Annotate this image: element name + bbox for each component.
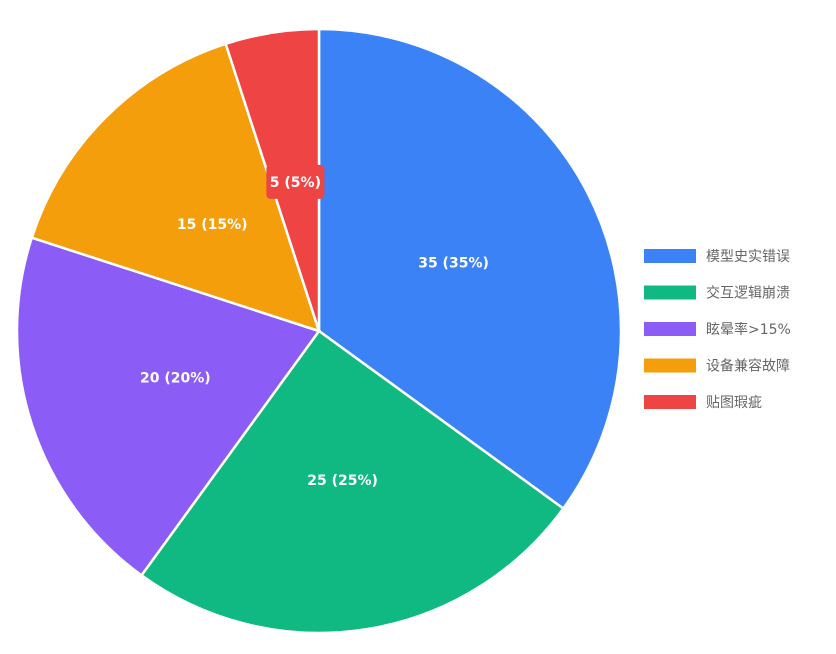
legend-swatch-1[interactable] [644, 249, 696, 263]
data-label-4: 15 (15%) [177, 217, 248, 233]
legend-swatch-2[interactable] [644, 285, 696, 300]
legend-swatch-4[interactable] [644, 358, 696, 373]
legend-swatch-5[interactable] [644, 395, 696, 409]
pie-slice-4[interactable] [30, 42, 321, 333]
data-label-2: 25 (25%) [307, 473, 378, 489]
data-label-3: 20 (20%) [140, 371, 211, 387]
pie-slice-1[interactable] [317, 27, 623, 511]
legend-label-1[interactable]: 模型史实错误 [706, 249, 790, 265]
pie-slices [15, 27, 623, 635]
legend-label-2[interactable]: 交互逻辑崩溃 [706, 285, 790, 302]
legend-label-3[interactable]: 眩晕率>15% [706, 321, 791, 338]
legend-label-5[interactable]: 贴图瑕疵 [706, 395, 762, 411]
data-label-1: 35 (35%) [418, 255, 489, 271]
legend-swatch-3[interactable] [644, 322, 696, 336]
data-label-5: 5 (5%) [270, 175, 321, 191]
data-label-badge-5 [266, 164, 325, 199]
data-labels: 35 (35%) 25 (25%) 20 (20%) 15 (15%) 5 (5%) [140, 164, 489, 489]
legend-label-4[interactable]: 设备兼容故障 [706, 358, 790, 375]
pie-slice-2[interactable] [139, 329, 566, 635]
pie-slice-3[interactable] [15, 236, 322, 578]
